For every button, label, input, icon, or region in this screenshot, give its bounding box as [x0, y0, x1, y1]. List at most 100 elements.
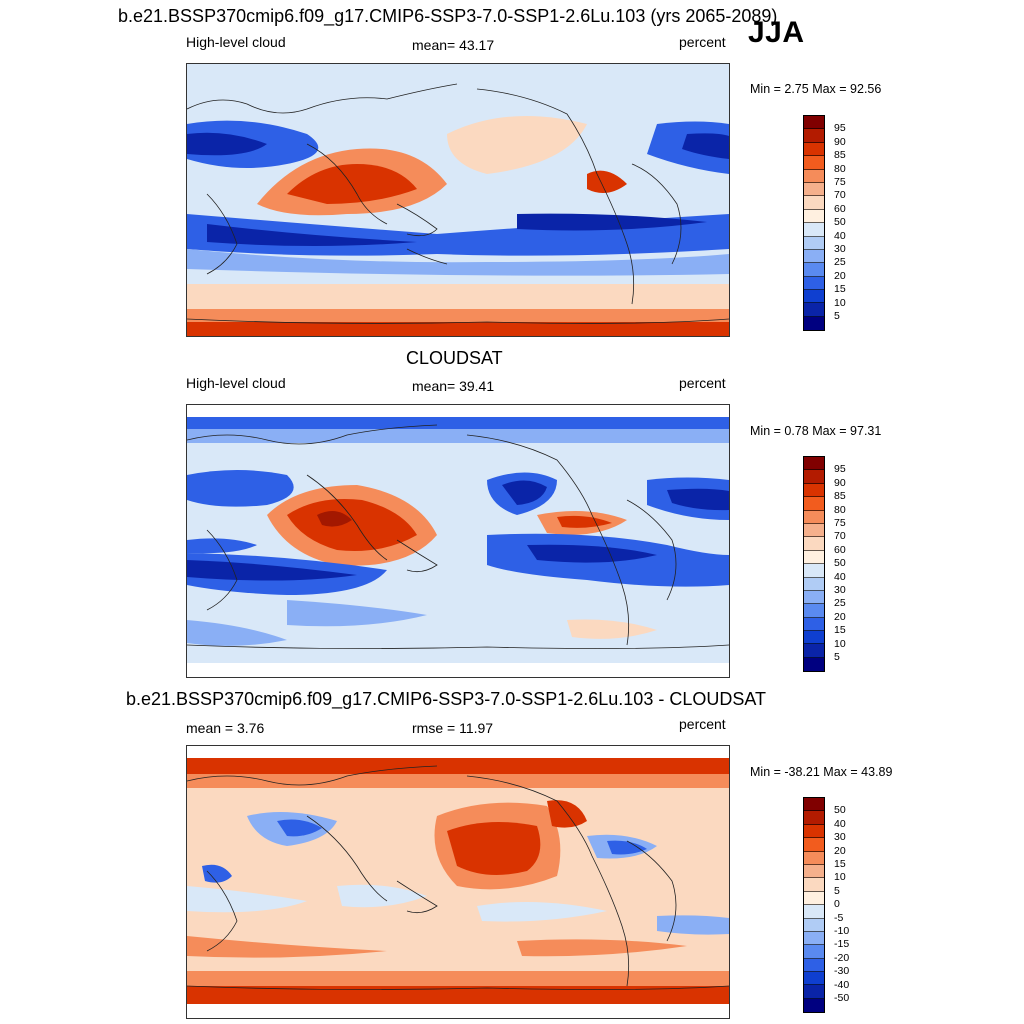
colorbar-swatch — [804, 523, 824, 538]
colorbar-swatch — [804, 236, 824, 250]
colorbar-label: 85 — [834, 149, 846, 162]
panel3-colorbar-swatches — [803, 797, 825, 1014]
colorbar-swatch — [804, 958, 824, 973]
panel3-map — [186, 745, 730, 1019]
colorbar-label: 90 — [834, 476, 846, 489]
colorbar-swatch — [804, 510, 824, 524]
colorbar-label: -15 — [834, 938, 850, 951]
panel1-map — [186, 63, 730, 337]
colorbar-label: 95 — [834, 122, 846, 135]
colorbar-label: 10 — [834, 637, 846, 650]
panel1-colorbar-swatches — [803, 115, 825, 332]
colorbar-swatch — [804, 276, 824, 291]
colorbar-label: 25 — [834, 256, 846, 269]
colorbar-label: 50 — [834, 557, 846, 570]
colorbar-label: 15 — [834, 283, 846, 296]
colorbar-label: 40 — [834, 817, 846, 830]
colorbar-label: -30 — [834, 965, 850, 978]
colorbar-label: -20 — [834, 951, 850, 964]
colorbar-swatch — [804, 156, 824, 170]
panel1-variable: High-level cloud — [186, 34, 286, 50]
colorbar-swatch — [804, 249, 824, 264]
panel3-colorbar — [803, 797, 825, 1014]
colorbar-swatch — [804, 972, 824, 986]
colorbar-label: 20 — [834, 844, 846, 857]
colorbar-label: 85 — [834, 490, 846, 503]
colorbar-swatch — [804, 169, 824, 183]
panel2-title: CLOUDSAT — [406, 348, 503, 368]
colorbar-label: 75 — [834, 176, 846, 188]
panel1-minmax: Min = 2.75 Max = 92.56 — [750, 82, 882, 96]
colorbar-label: 70 — [834, 189, 846, 202]
colorbar-swatch — [804, 116, 824, 130]
colorbar-swatch — [804, 457, 824, 471]
colorbar-swatch — [804, 209, 824, 224]
panel1-units: percent — [679, 34, 726, 50]
colorbar-label: 70 — [834, 530, 846, 543]
colorbar-swatch — [804, 290, 824, 304]
colorbar-swatch — [804, 905, 824, 919]
panel3-title: b.e21.BSSP370cmip6.f09_g17.CMIP6-SSP3-7.… — [126, 689, 767, 709]
colorbar-swatch — [804, 196, 824, 210]
colorbar-label: 30 — [834, 831, 846, 844]
panel2-minmax: Min = 0.78 Max = 97.31 — [750, 424, 882, 438]
colorbar-label: 90 — [834, 135, 846, 148]
colorbar-swatch — [804, 811, 824, 825]
colorbar-swatch — [804, 657, 824, 672]
panel2-colorbar-swatches — [803, 456, 825, 673]
colorbar-swatch — [804, 497, 824, 511]
colorbar-swatch — [804, 644, 824, 658]
colorbar-swatch — [804, 998, 824, 1013]
panel2-variable: High-level cloud — [186, 375, 286, 391]
colorbar-swatch — [804, 182, 824, 197]
colorbar-swatch — [804, 483, 824, 498]
colorbar-swatch — [804, 142, 824, 157]
colorbar-label: 60 — [834, 202, 846, 215]
colorbar-label: 50 — [834, 216, 846, 229]
colorbar-label: 15 — [834, 858, 846, 870]
colorbar-swatch — [804, 631, 824, 645]
panel3-units: percent — [679, 716, 726, 732]
panel3-mean: mean = 3.76 — [186, 720, 265, 736]
colorbar-swatch — [804, 129, 824, 143]
colorbar-label: 75 — [834, 517, 846, 529]
colorbar-swatch — [804, 577, 824, 591]
colorbar-label: 5 — [834, 884, 840, 897]
colorbar-swatch — [804, 564, 824, 578]
colorbar-label: 5 — [834, 310, 840, 322]
season-label: JJA — [748, 16, 805, 49]
colorbar-swatch — [804, 263, 824, 277]
colorbar-swatch — [804, 537, 824, 551]
colorbar-label: 40 — [834, 570, 846, 583]
colorbar-label: 15 — [834, 624, 846, 637]
colorbar-swatch — [804, 316, 824, 331]
colorbar-label: 40 — [834, 229, 846, 242]
colorbar-swatch — [804, 798, 824, 812]
colorbar-label: 5 — [834, 651, 840, 663]
colorbar-label: 25 — [834, 597, 846, 610]
colorbar-swatch — [804, 864, 824, 879]
colorbar-swatch — [804, 590, 824, 605]
panel2-map — [186, 404, 730, 678]
colorbar-swatch — [804, 985, 824, 999]
panel2-colorbar — [803, 456, 825, 673]
colorbar-swatch — [804, 617, 824, 632]
colorbar-label: -5 — [834, 911, 844, 924]
colorbar-swatch — [804, 824, 824, 839]
colorbar-swatch — [804, 851, 824, 865]
panel2-mean: mean= 39.41 — [412, 378, 495, 394]
panel1-colorbar — [803, 115, 825, 332]
colorbar-swatch — [804, 878, 824, 892]
colorbar-label: -50 — [834, 992, 850, 1004]
colorbar-swatch — [804, 470, 824, 484]
colorbar-label: 80 — [834, 162, 846, 175]
panel1-mean: mean= 43.17 — [412, 37, 495, 53]
colorbar-label: 60 — [834, 543, 846, 556]
colorbar-label: 30 — [834, 243, 846, 255]
colorbar-swatch — [804, 550, 824, 565]
panel2-units: percent — [679, 375, 726, 391]
panel3-minmax: Min = -38.21 Max = 43.89 — [750, 765, 893, 779]
colorbar-label: 10 — [834, 871, 846, 884]
colorbar-swatch — [804, 604, 824, 618]
colorbar-label: -40 — [834, 978, 850, 991]
